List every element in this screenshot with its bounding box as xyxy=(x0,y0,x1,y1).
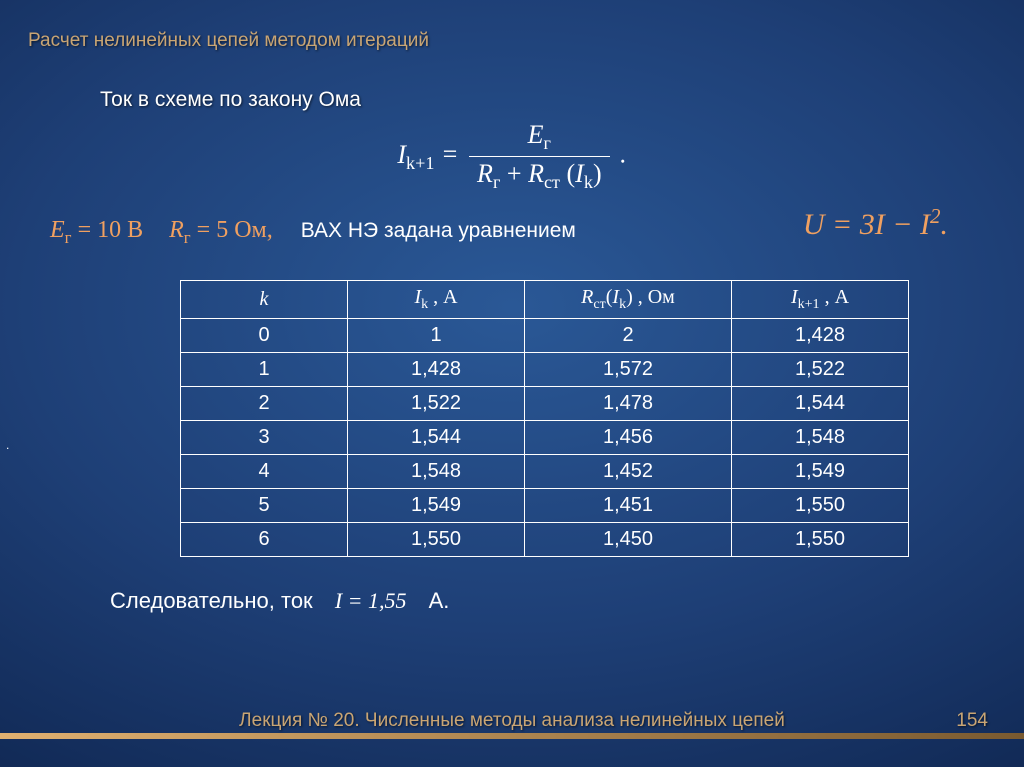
table-cell: 1,544 xyxy=(732,387,909,421)
hdr-ik-unit: , А xyxy=(428,286,457,308)
den-r2-sub: ст xyxy=(544,172,560,192)
table-cell: 1,450 xyxy=(525,523,732,557)
table-cell: 2 xyxy=(181,387,348,421)
table-cell: 1 xyxy=(348,319,525,353)
table-cell: 1,544 xyxy=(348,421,525,455)
table-row: 61,5501,4501,550 xyxy=(181,523,909,557)
num-sub: г xyxy=(544,133,551,153)
num-var: E xyxy=(528,120,544,149)
formula-period: . xyxy=(620,140,627,169)
den-r1-var: R xyxy=(477,159,493,188)
parameters-row: Eг = 10 В Rг = 5 Ом, ВАХ НЭ задана уравн… xyxy=(50,216,990,248)
table-header-row: k Ik , А Rст(Ik) , Ом Ik+1 , А xyxy=(181,281,909,319)
hdr-k: k xyxy=(260,288,269,310)
conclusion-line: Следовательно, ток I = 1,55 А. xyxy=(110,588,449,614)
u-equation: U = 3I − I2. xyxy=(803,204,948,242)
param-e: Eг = 10 В xyxy=(50,217,149,243)
den-r2-var: R xyxy=(528,159,544,188)
page-number: 154 xyxy=(956,710,988,732)
table-row: 31,5441,4561,548 xyxy=(181,421,909,455)
table-cell: 1,550 xyxy=(348,523,525,557)
conclusion-unit: А. xyxy=(429,588,450,613)
table-cell: 1 xyxy=(181,353,348,387)
table-cell: 1,522 xyxy=(732,353,909,387)
table-row: 51,5491,4511,550 xyxy=(181,489,909,523)
iteration-formula: Ik+1 = Eг Rг + Rст (Ik) . xyxy=(0,120,1024,193)
den-r1-sub: г xyxy=(493,172,500,192)
table-cell: 1,550 xyxy=(732,489,909,523)
conclusion-prefix: Следовательно, ток xyxy=(110,588,313,613)
lecture-slide: Расчет нелинейных цепей методом итераций… xyxy=(0,0,1024,767)
table-cell: 1,550 xyxy=(732,523,909,557)
ohm-law-text: Ток в схеме по закону Ома xyxy=(100,88,361,112)
den-arg-var: I xyxy=(575,159,584,188)
iteration-table: k Ik , А Rст(Ik) , Ом Ik+1 , А 0121,4281… xyxy=(180,280,909,557)
table-cell: 1,549 xyxy=(732,455,909,489)
table-cell: 1,428 xyxy=(348,353,525,387)
table-row: 41,5481,4521,549 xyxy=(181,455,909,489)
table-cell: 1,428 xyxy=(732,319,909,353)
table-cell: 1,452 xyxy=(525,455,732,489)
table-row: 11,4281,5721,522 xyxy=(181,353,909,387)
hdr-r-unit: , Ом xyxy=(633,286,675,308)
table-row: 21,5221,4781,544 xyxy=(181,387,909,421)
table-cell: 3 xyxy=(181,421,348,455)
table-cell: 1,522 xyxy=(348,387,525,421)
table-cell: 0 xyxy=(181,319,348,353)
table-cell: 1,549 xyxy=(348,489,525,523)
lhs-var: I xyxy=(397,140,406,169)
table-cell: 5 xyxy=(181,489,348,523)
table-cell: 1,478 xyxy=(525,387,732,421)
table-cell: 4 xyxy=(181,455,348,489)
table-body: 0121,42811,4281,5721,52221,5221,4781,544… xyxy=(181,319,909,557)
table-cell: 1,548 xyxy=(732,421,909,455)
param-r: Rг = 5 Ом, xyxy=(169,217,279,243)
lhs-sub: k+1 xyxy=(406,153,434,173)
footer-divider xyxy=(0,733,1024,739)
table-cell: 1,456 xyxy=(525,421,732,455)
conclusion-i: I = 1,55 xyxy=(335,588,407,613)
den-arg-sub: k xyxy=(584,172,593,192)
table-row: 0121,428 xyxy=(181,319,909,353)
stray-dot: . xyxy=(6,438,9,452)
hdr-ik1-unit: , А xyxy=(820,286,849,308)
table-cell: 6 xyxy=(181,523,348,557)
table-cell: 1,548 xyxy=(348,455,525,489)
table-cell: 1,451 xyxy=(525,489,732,523)
table-cell: 1,572 xyxy=(525,353,732,387)
slide-title: Расчет нелинейных цепей методом итераций xyxy=(28,30,429,52)
table-cell: 2 xyxy=(525,319,732,353)
vah-caption: ВАХ НЭ задана уравнением xyxy=(301,219,576,242)
footer-lecture: Лекция № 20. Численные методы анализа не… xyxy=(0,710,1024,732)
